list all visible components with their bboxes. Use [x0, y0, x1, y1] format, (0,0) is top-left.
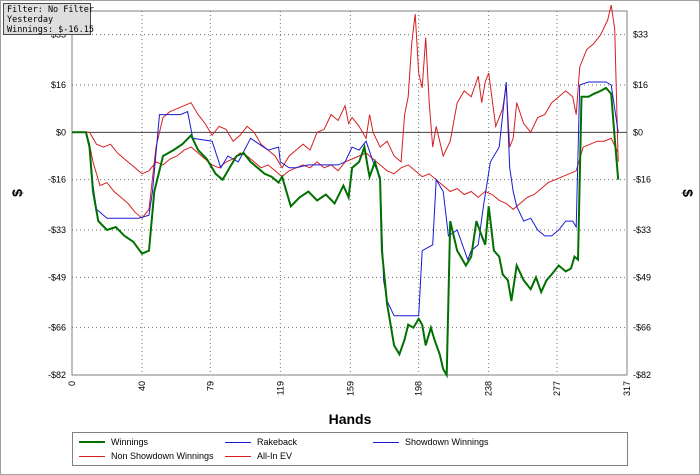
x-tick-label: 119	[275, 381, 285, 395]
x-tick-label: 40	[137, 381, 147, 391]
y-tick-label-left: -$49	[48, 272, 66, 282]
series-line-winnings	[72, 86, 620, 379]
x-tick-label: 277	[552, 381, 562, 396]
y-tick-label-left: -$82	[48, 370, 66, 380]
y-tick-label-right: -$16	[633, 175, 651, 185]
legend-item-all-in-ev: All-In EV	[225, 451, 292, 461]
series-line-all-in-ev	[72, 4, 619, 219]
x-tick-label: 317	[622, 381, 632, 396]
tick-labels: $33$33$16$16$0$0-$16-$16-$33-$33-$49-$49…	[48, 30, 651, 396]
series-lines	[72, 4, 620, 379]
y-tick-label-right: $33	[633, 30, 648, 40]
y-tick-label-left: -$33	[48, 225, 66, 235]
x-tick-label: 0	[67, 381, 77, 386]
legend-label: Rakeback	[257, 437, 298, 447]
y-tick-label-left: $0	[56, 127, 66, 137]
legend-item-showdown-winnings: Showdown Winnings	[373, 437, 489, 447]
y-tick-label-right: -$66	[633, 323, 651, 333]
legend-item-non-showdown-winnings: Non Showdown Winnings	[79, 451, 214, 461]
y-tick-label-right: -$82	[633, 370, 651, 380]
y-tick-label-left: $16	[51, 80, 66, 90]
winnings-text: Winnings: $-16.15	[7, 25, 94, 35]
x-tick-label: 79	[205, 381, 215, 391]
y-tick-label-left: -$16	[48, 175, 66, 185]
filter-info-box: Filter: No Filter Yesterday Winnings: $-…	[3, 3, 94, 35]
x-tick-label: 198	[414, 381, 424, 396]
x-tick-label: 238	[484, 381, 494, 396]
y-tick-label-right: -$49	[633, 272, 651, 282]
legend-item-rakeback: Rakeback	[225, 437, 297, 447]
y-tick-label-right: -$33	[633, 225, 651, 235]
series-line-rakeback	[72, 81, 619, 317]
y-tick-label-right: $0	[633, 127, 643, 137]
legend-label: Showdown Winnings	[405, 437, 489, 447]
y-axis-title-left: $	[9, 189, 25, 197]
period-text: Yesterday	[7, 15, 54, 25]
legend-item-winnings: Winnings	[79, 437, 148, 447]
legend-label: Non Showdown Winnings	[111, 451, 214, 461]
legend-swatch-all-in-ev	[225, 455, 251, 457]
y-tick-label-right: $16	[633, 80, 648, 90]
y-tick-label-left: -$66	[48, 323, 66, 333]
y-axis-title-right: $	[680, 189, 696, 197]
legend-swatch-rakeback	[225, 441, 251, 443]
legend-swatch-showdown-winnings	[373, 441, 399, 443]
legend-swatch-winnings	[79, 441, 105, 443]
series-line-non-showdown-winnings	[72, 131, 619, 210]
legend-label: Winnings	[111, 437, 149, 447]
filter-text: Filter: No Filter	[7, 5, 94, 15]
legend: Winnings Rakeback Showdown Winnings Non …	[72, 432, 628, 466]
x-axis-title: Hands	[329, 411, 372, 427]
x-tick-label: 159	[345, 381, 355, 396]
legend-label: All-In EV	[257, 451, 293, 461]
legend-swatch-non-showdown-winnings	[79, 455, 105, 457]
